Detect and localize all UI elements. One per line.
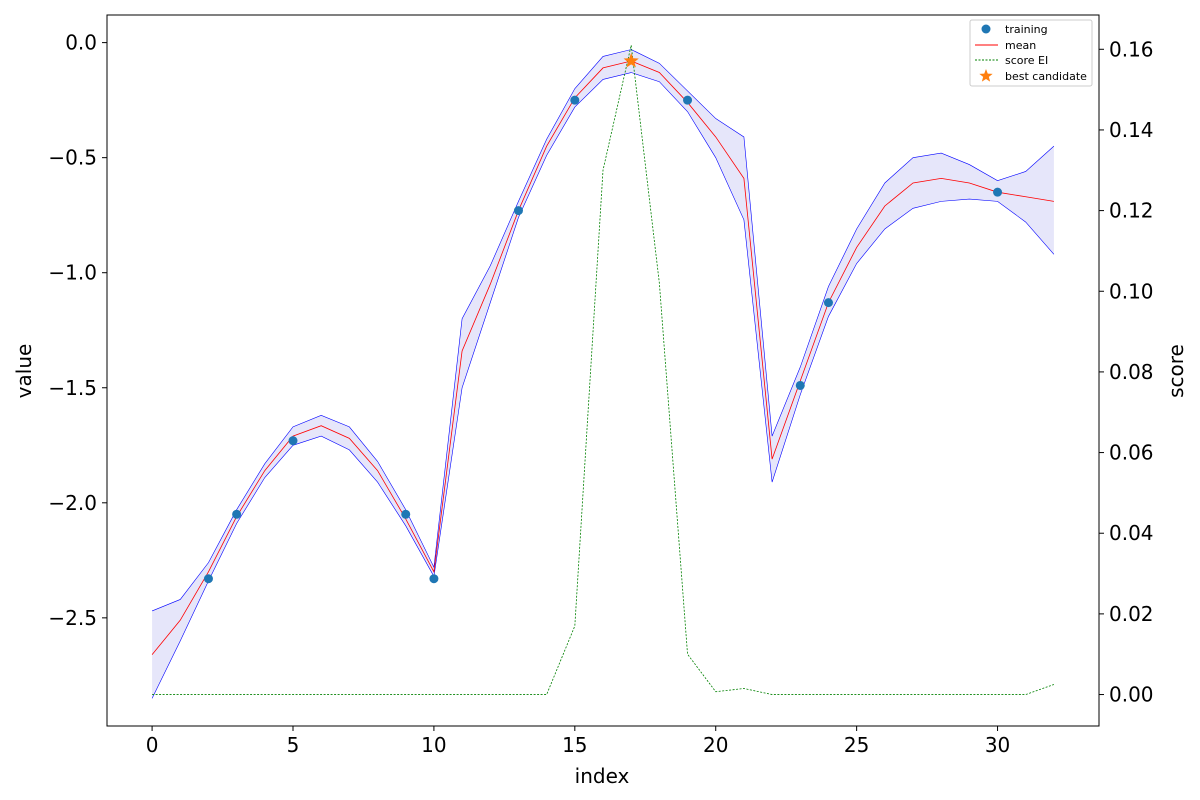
y-tick-label: 0.0 — [65, 31, 97, 55]
x-tick-label: 0 — [146, 733, 159, 757]
legend-marker-best-candidate — [979, 69, 993, 82]
x-axis-label: index — [575, 764, 630, 788]
y-tick-label: −1.5 — [48, 376, 97, 400]
x-tick-label: 25 — [844, 733, 869, 757]
y-tick-label: −1.0 — [48, 261, 97, 285]
y-axis-left: 0.0 −0.5 −1.0 −1.5 −2.0 −2.5 — [48, 31, 107, 630]
y-tick-label: −2.5 — [48, 606, 97, 630]
y2-tick-label: 0.12 — [1109, 199, 1154, 223]
training-point — [823, 298, 833, 308]
x-tick-label: 30 — [985, 733, 1010, 757]
x-tick-label: 5 — [287, 733, 300, 757]
x-tick-label: 10 — [421, 733, 446, 757]
legend-marker-training — [981, 24, 991, 34]
y-axis-right: 0.16 0.14 0.12 0.10 0.08 0.06 0.04 0.02 0.00 — [1099, 37, 1154, 707]
legend: training mean score EI best candidate — [969, 19, 1093, 87]
training-point — [795, 380, 805, 390]
y2-tick-label: 0.02 — [1109, 602, 1154, 626]
y-axis-label: value — [12, 344, 36, 399]
point-layer — [203, 53, 1003, 584]
x-axis: 0 5 10 15 20 25 30 — [146, 726, 1010, 757]
training-point — [513, 206, 523, 216]
legend-label-score-ei: score EI — [1005, 54, 1048, 67]
training-point — [570, 95, 580, 105]
y2-tick-label: 0.16 — [1109, 37, 1154, 61]
training-point — [288, 436, 298, 446]
legend-label-best-candidate: best candidate — [1005, 70, 1087, 83]
plot-frame — [106, 14, 1100, 727]
x-tick-label: 20 — [703, 733, 728, 757]
training-point — [232, 509, 242, 519]
y2-tick-label: 0.08 — [1109, 360, 1154, 384]
series-line-mean — [151, 60, 1054, 655]
y-tick-label: −0.5 — [48, 146, 97, 170]
training-point — [429, 574, 439, 584]
legend-box — [969, 19, 1093, 87]
y2-tick-label: 0.00 — [1109, 683, 1154, 707]
x-tick-label: 15 — [562, 733, 587, 757]
uncertainty-band — [152, 49, 1054, 699]
training-point — [683, 95, 693, 105]
y2-tick-label: 0.06 — [1109, 441, 1154, 465]
best-candidate-marker — [623, 53, 639, 68]
legend-label-mean: mean — [1005, 39, 1036, 52]
band-lower-edge — [151, 72, 1055, 699]
series-line-score-ei — [152, 45, 1055, 695]
training-point — [203, 574, 213, 584]
band-upper-edge — [151, 49, 1055, 612]
training-point — [401, 509, 411, 519]
legend-label-training: training — [1005, 23, 1048, 36]
y2-tick-label: 0.04 — [1109, 521, 1154, 545]
band-layer — [151, 49, 1055, 699]
y2-tick-label: 0.10 — [1109, 279, 1154, 303]
y-tick-label: −2.0 — [48, 491, 97, 515]
line-layer — [151, 45, 1055, 695]
y2-axis-label: score — [1164, 344, 1188, 398]
y2-tick-label: 0.14 — [1109, 118, 1154, 142]
training-point — [993, 187, 1003, 197]
